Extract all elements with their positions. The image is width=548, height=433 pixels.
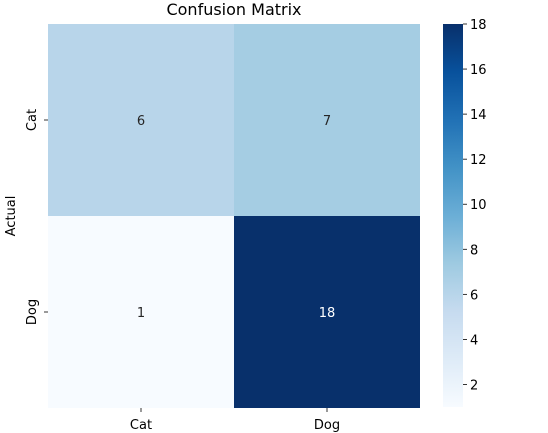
heatmap-cell-label: 6 <box>137 114 145 129</box>
y-tick-label: Cat <box>25 109 40 131</box>
colorbar <box>443 24 463 407</box>
colorbar-tick-label: 4 <box>470 333 478 348</box>
colorbar-tick-label: 8 <box>470 243 478 258</box>
y-tick-label: Dog <box>25 299 40 325</box>
colorbar-tick-label: 2 <box>470 378 478 393</box>
heatmap-cell-label: 18 <box>319 306 336 321</box>
y-axis-label: Actual <box>4 196 19 237</box>
y-axis-ticks: Cat Dog <box>25 109 48 325</box>
heatmap-cell <box>234 216 420 408</box>
colorbar-tick-label: 6 <box>470 288 478 303</box>
colorbar-tick-label: 12 <box>470 153 487 168</box>
x-tick-label: Dog <box>314 418 340 433</box>
heatmap-cell <box>48 24 234 216</box>
colorbar-tick-label: 16 <box>470 63 487 78</box>
colorbar-ticks: 2 4 6 8 10 12 14 16 18 <box>463 18 487 393</box>
heatmap-cell-label: 1 <box>137 306 145 321</box>
colorbar-tick-label: 14 <box>470 108 487 123</box>
x-axis-ticks: Cat Dog <box>130 408 340 433</box>
heatmap-cell <box>234 24 420 216</box>
chart-title: Confusion Matrix <box>166 0 301 19</box>
colorbar-tick-label: 18 <box>470 18 487 33</box>
heatmap-cell-labels: 6 7 1 18 <box>137 114 335 321</box>
heatmap-cell-label: 7 <box>323 114 331 129</box>
x-tick-label: Cat <box>130 418 152 433</box>
heatmap-cells <box>48 24 420 408</box>
heatmap-cell <box>48 216 234 408</box>
colorbar-tick-label: 10 <box>470 198 487 213</box>
